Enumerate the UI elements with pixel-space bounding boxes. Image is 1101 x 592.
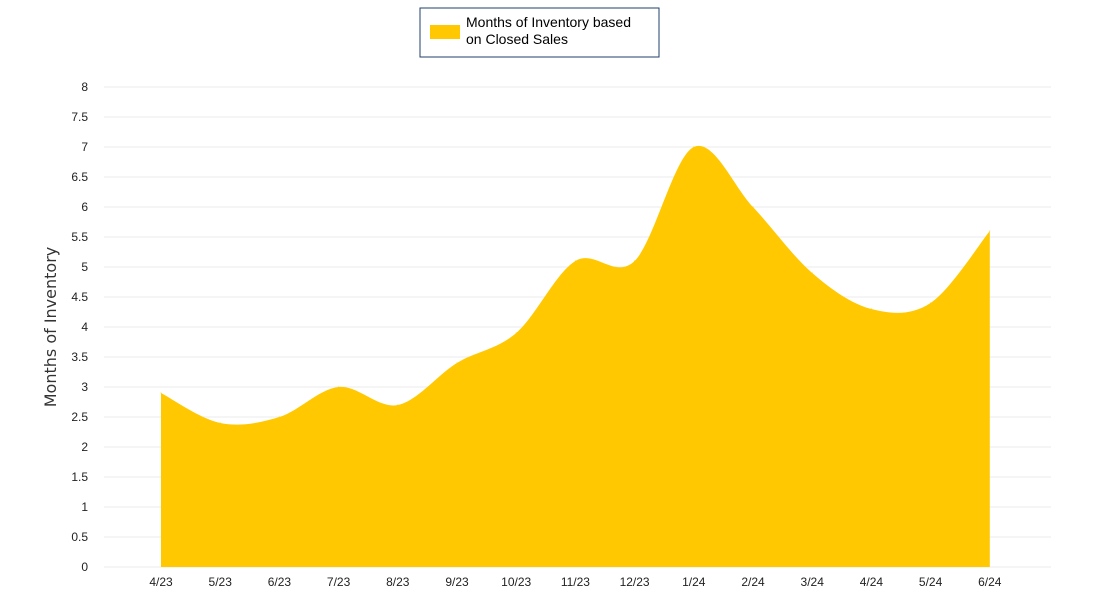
x-tick-label: 6/23 <box>268 575 292 589</box>
x-tick-label: 5/23 <box>209 575 233 589</box>
x-tick-label: 6/24 <box>978 575 1002 589</box>
legend: Months of Inventory based on Closed Sale… <box>419 7 660 58</box>
x-tick-label: 2/24 <box>741 575 765 589</box>
x-tick-label: 3/24 <box>801 575 825 589</box>
data-point <box>338 386 340 388</box>
x-tick-label: 5/24 <box>919 575 943 589</box>
y-tick-label: 0.5 <box>71 530 88 544</box>
y-tick-label: 7 <box>81 140 88 154</box>
data-point <box>693 146 695 148</box>
data-point <box>870 308 872 310</box>
y-tick-label: 2 <box>81 440 88 454</box>
x-tick-label: 4/24 <box>860 575 884 589</box>
y-axis-label: Months of Inventory <box>41 247 60 408</box>
data-point <box>397 404 399 406</box>
y-tick-label: 4.5 <box>71 290 88 304</box>
data-point <box>278 416 280 418</box>
y-tick-label: 0 <box>81 560 88 574</box>
y-tick-label: 5.5 <box>71 230 88 244</box>
x-tick-label: 1/24 <box>682 575 706 589</box>
data-point <box>989 230 991 232</box>
data-point <box>811 272 813 274</box>
data-point <box>456 362 458 364</box>
legend-label-line-1: Months of Inventory based <box>466 14 631 30</box>
data-point <box>219 422 221 424</box>
x-tick-label: 9/23 <box>445 575 469 589</box>
x-tick-label: 4/23 <box>149 575 173 589</box>
y-tick-label: 3.5 <box>71 350 88 364</box>
y-tick-label: 2.5 <box>71 410 88 424</box>
x-tick-label: 10/23 <box>501 575 531 589</box>
y-tick-label: 4 <box>81 320 88 334</box>
data-point <box>574 260 576 262</box>
data-point <box>930 302 932 304</box>
y-axis-ticks: 0 0.5 1 1.5 2 2.5 3 3.5 4 4.5 5 5.5 6 6.5 7 7.5 8 <box>71 80 88 574</box>
x-axis-ticks: 4/23 5/23 6/23 7/23 8/23 9/23 10/23 11/23 12/23 1… <box>149 575 1001 589</box>
y-tick-label: 8 <box>81 80 88 94</box>
y-tick-label: 1.5 <box>71 470 88 484</box>
plot-area <box>160 145 991 567</box>
legend-label-line-2: on Closed Sales <box>466 31 568 47</box>
y-tick-label: 5 <box>81 260 88 274</box>
legend-swatch <box>430 25 460 39</box>
x-tick-label: 11/23 <box>561 575 590 589</box>
y-tick-label: 6 <box>81 200 88 214</box>
y-tick-label: 6.5 <box>71 170 88 184</box>
data-point <box>634 260 636 262</box>
x-tick-label: 7/23 <box>327 575 351 589</box>
data-point <box>752 206 754 208</box>
data-point <box>160 392 162 394</box>
data-point <box>515 332 517 334</box>
x-tick-label: 12/23 <box>620 575 650 589</box>
x-tick-label: 8/23 <box>386 575 410 589</box>
y-tick-label: 3 <box>81 380 88 394</box>
y-tick-label: 7.5 <box>71 110 88 124</box>
y-tick-label: 1 <box>81 500 88 514</box>
series-area-months-of-inventory <box>161 145 990 567</box>
